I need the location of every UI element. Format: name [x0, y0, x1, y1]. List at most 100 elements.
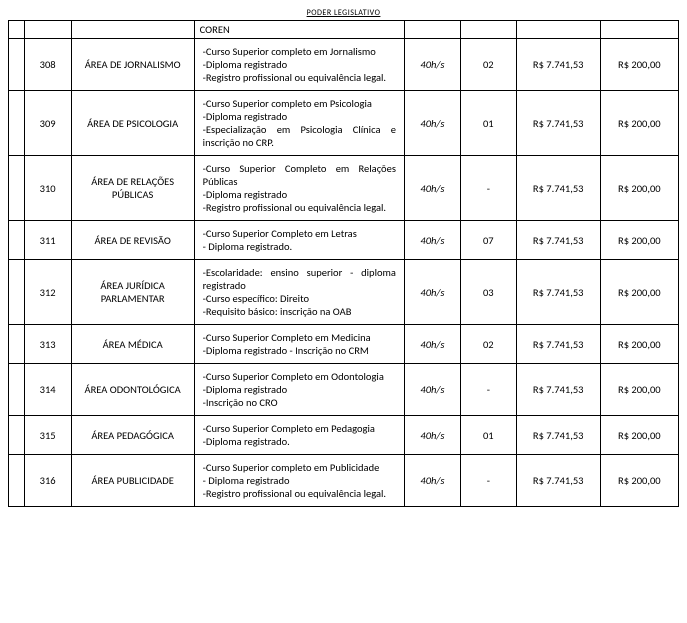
area-cell: ÁREA DE RELAÇÕES PÚBLICAS: [71, 156, 194, 221]
requirement-line: -Diploma registrado.: [203, 435, 396, 448]
blank-cell: [600, 21, 678, 39]
hours-cell: 40h/s: [404, 221, 460, 260]
vacancies-cell: 03: [460, 260, 516, 325]
requirement-line: -Curso Superior Completo em Pedagogia: [203, 422, 396, 435]
code-cell: 313: [24, 325, 71, 364]
blank-cell: [9, 21, 25, 39]
requirement-line: -Diploma registrado: [203, 58, 396, 71]
blank-cell: [9, 325, 25, 364]
vacancies-cell: 07: [460, 221, 516, 260]
salary-cell: R$ 7.741,53: [516, 364, 600, 416]
code-cell: 312: [24, 260, 71, 325]
blank-cell: [9, 221, 25, 260]
requirement-line: -Diploma registrado: [203, 110, 396, 123]
requirements-cell: -Curso Superior completo em Publicidade-…: [194, 455, 404, 507]
vacancies-cell: 01: [460, 416, 516, 455]
requirement-line: -Diploma registrado - Inscrição no CRM: [203, 344, 396, 357]
requirement-line: -Curso Superior completo em Jornalismo: [203, 45, 396, 58]
vacancies-cell: 02: [460, 325, 516, 364]
hours-cell: 40h/s: [404, 364, 460, 416]
table-row: 308ÁREA DE JORNALISMO-Curso Superior com…: [9, 39, 679, 91]
requirement-line: - Diploma registrado: [203, 474, 396, 487]
salary-cell: R$ 7.741,53: [516, 156, 600, 221]
table-row: 313ÁREA MÉDICA-Curso Superior Completo e…: [9, 325, 679, 364]
area-cell: ÁREA PUBLICIDADE: [71, 455, 194, 507]
requirement-line: -Diploma registrado: [203, 383, 396, 396]
page-header: PODER LEGISLATIVO: [8, 8, 679, 18]
vacancies-cell: -: [460, 364, 516, 416]
table-row: 314ÁREA ODONTOLÓGICA -Curso Superior Comp…: [9, 364, 679, 416]
area-cell: ÁREA JURÍDICA PARLAMENTAR: [71, 260, 194, 325]
requirement-line: -Registro profissional ou equivalência l…: [203, 201, 396, 214]
requirement-line: -Especialização em Psicologia Clínica e …: [203, 123, 396, 149]
requirement-line: -Escolaridade: ensino superior - diploma…: [203, 266, 396, 292]
code-cell: 316: [24, 455, 71, 507]
area-cell: ÁREA DE JORNALISMO: [71, 39, 194, 91]
code-cell: 315: [24, 416, 71, 455]
table-row: 310ÁREA DE RELAÇÕES PÚBLICAS-Curso Super…: [9, 156, 679, 221]
coren-row: COREN: [9, 21, 679, 39]
requirement-line: - Diploma registrado.: [203, 240, 396, 253]
area-cell: ÁREA ODONTOLÓGICA: [71, 364, 194, 416]
requirement-line: -Curso Superior Completo em Odontologia: [203, 370, 396, 383]
requirement-line: -Curso Superior completo em Psicologia: [203, 97, 396, 110]
fee-cell: R$ 200,00: [600, 364, 678, 416]
blank-cell: [9, 455, 25, 507]
vacancies-cell: 01: [460, 91, 516, 156]
hours-cell: 40h/s: [404, 91, 460, 156]
salary-cell: R$ 7.741,53: [516, 260, 600, 325]
requirement-line: -Curso Superior Completo em Letras: [203, 227, 396, 240]
salary-cell: R$ 7.741,53: [516, 416, 600, 455]
fee-cell: R$ 200,00: [600, 325, 678, 364]
salary-cell: R$ 7.741,53: [516, 325, 600, 364]
code-cell: 309: [24, 91, 71, 156]
blank-cell: [9, 364, 25, 416]
blank-cell: [71, 21, 194, 39]
requirement-line: -Inscrição no CRO: [203, 396, 396, 409]
blank-cell: [404, 21, 460, 39]
hours-cell: 40h/s: [404, 39, 460, 91]
fee-cell: R$ 200,00: [600, 156, 678, 221]
requirements-cell: -Curso Superior completo em Jornalismo-D…: [194, 39, 404, 91]
fee-cell: R$ 200,00: [600, 260, 678, 325]
fee-cell: R$ 200,00: [600, 221, 678, 260]
blank-cell: [9, 416, 25, 455]
hours-cell: 40h/s: [404, 455, 460, 507]
code-cell: 310: [24, 156, 71, 221]
area-cell: ÁREA DE PSICOLOGIA: [71, 91, 194, 156]
blank-cell: [516, 21, 600, 39]
blank-cell: [9, 91, 25, 156]
code-cell: 308: [24, 39, 71, 91]
hours-cell: 40h/s: [404, 416, 460, 455]
area-cell: ÁREA MÉDICA: [71, 325, 194, 364]
table-row: 311ÁREA DE REVISÃO-Curso Superior Comple…: [9, 221, 679, 260]
requirements-cell: -Curso Superior Completo em Relações Púb…: [194, 156, 404, 221]
code-cell: 311: [24, 221, 71, 260]
requirements-cell: -Curso Superior Completo em Letras- Dipl…: [194, 221, 404, 260]
requirements-cell: -Curso Superior Completo em Medicina-Dip…: [194, 325, 404, 364]
requirement-line: -Registro profissional ou equivalência l…: [203, 487, 396, 500]
requirements-cell: -Curso Superior Completo em Pedagogia-Di…: [194, 416, 404, 455]
code-cell: 314: [24, 364, 71, 416]
requirements-cell: -Curso Superior completo em Psicologia-D…: [194, 91, 404, 156]
table-row: 316ÁREA PUBLICIDADE-Curso Superior compl…: [9, 455, 679, 507]
salary-cell: R$ 7.741,53: [516, 39, 600, 91]
fee-cell: R$ 200,00: [600, 39, 678, 91]
requirement-line: -Curso Superior completo em Publicidade: [203, 461, 396, 474]
hours-cell: 40h/s: [404, 260, 460, 325]
jobs-table: COREN 308ÁREA DE JORNALISMO-Curso Superi…: [8, 20, 679, 507]
blank-cell: [9, 39, 25, 91]
vacancies-cell: -: [460, 156, 516, 221]
table-row: 315ÁREA PEDAGÓGICA-Curso Superior Comple…: [9, 416, 679, 455]
vacancies-cell: -: [460, 455, 516, 507]
salary-cell: R$ 7.741,53: [516, 221, 600, 260]
salary-cell: R$ 7.741,53: [516, 455, 600, 507]
requirement-line: -Registro profissional ou equivalência l…: [203, 71, 396, 84]
vacancies-cell: 02: [460, 39, 516, 91]
requirement-line: -Curso específico: Direito: [203, 292, 396, 305]
area-cell: ÁREA PEDAGÓGICA: [71, 416, 194, 455]
table-row: 309ÁREA DE PSICOLOGIA-Curso Superior com…: [9, 91, 679, 156]
hours-cell: 40h/s: [404, 156, 460, 221]
coren-label-cell: COREN: [194, 21, 404, 39]
requirement-line: -Curso Superior Completo em Medicina: [203, 331, 396, 344]
